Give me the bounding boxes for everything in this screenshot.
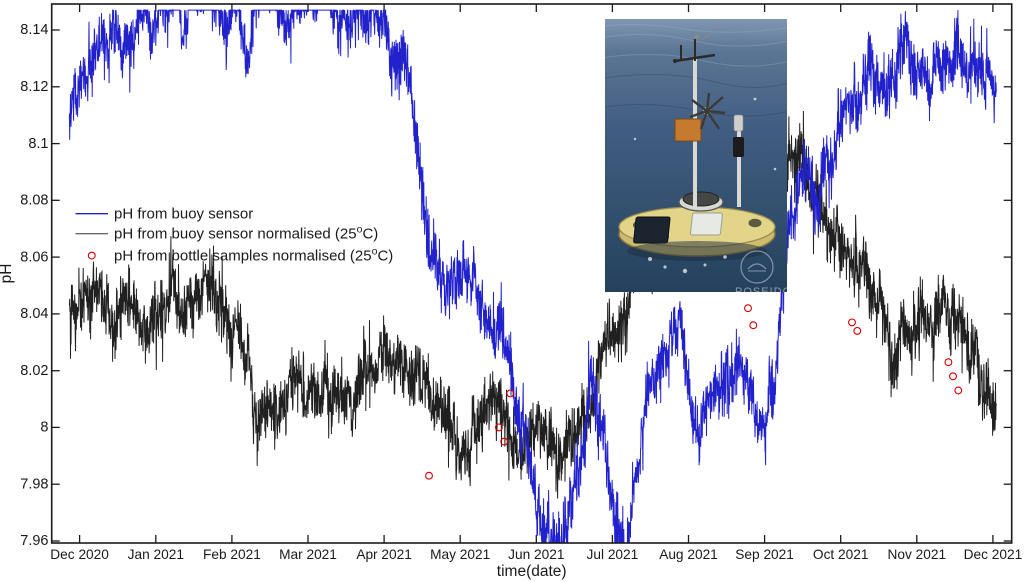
- svg-text:pH from bottle samples normali: pH from bottle samples normalised (25oC): [114, 246, 393, 265]
- svg-text:Dec 2021: Dec 2021: [964, 547, 1023, 562]
- svg-text:Nov 2021: Nov 2021: [888, 547, 947, 562]
- svg-text:POSEIDON: POSEIDON: [735, 286, 801, 298]
- svg-text:Jun 2021: Jun 2021: [508, 547, 564, 562]
- svg-text:time(date): time(date): [497, 563, 567, 580]
- svg-text:Sep 2021: Sep 2021: [735, 547, 794, 562]
- svg-text:Dec 2020: Dec 2020: [50, 547, 109, 562]
- svg-text:8.02: 8.02: [20, 363, 48, 379]
- svg-text:8.06: 8.06: [20, 249, 48, 265]
- svg-text:Aug 2021: Aug 2021: [659, 547, 718, 562]
- svg-text:8.12: 8.12: [20, 79, 48, 95]
- svg-text:8: 8: [40, 420, 48, 436]
- svg-text:7.98: 7.98: [20, 476, 48, 492]
- svg-text:Jan 2021: Jan 2021: [128, 547, 184, 562]
- svg-text:Apr 2021: Apr 2021: [356, 547, 412, 562]
- svg-text:pH: pH: [0, 264, 15, 284]
- svg-text:Jul 2021: Jul 2021: [587, 547, 639, 562]
- svg-text:Mar 2021: Mar 2021: [279, 547, 337, 562]
- svg-text:May 2021: May 2021: [430, 547, 490, 562]
- svg-text:pH from buoy sensor: pH from buoy sensor: [114, 206, 253, 223]
- svg-text:7.96: 7.96: [20, 533, 48, 549]
- svg-text:8.1: 8.1: [28, 136, 48, 152]
- svg-text:8.14: 8.14: [20, 22, 48, 38]
- svg-text:Feb 2021: Feb 2021: [203, 547, 261, 562]
- svg-text:Oct 2021: Oct 2021: [813, 547, 869, 562]
- svg-text:8.08: 8.08: [20, 193, 48, 209]
- svg-text:pH from buoy sensor normalised: pH from buoy sensor normalised (25oC): [114, 224, 378, 243]
- svg-text:8.04: 8.04: [20, 306, 48, 322]
